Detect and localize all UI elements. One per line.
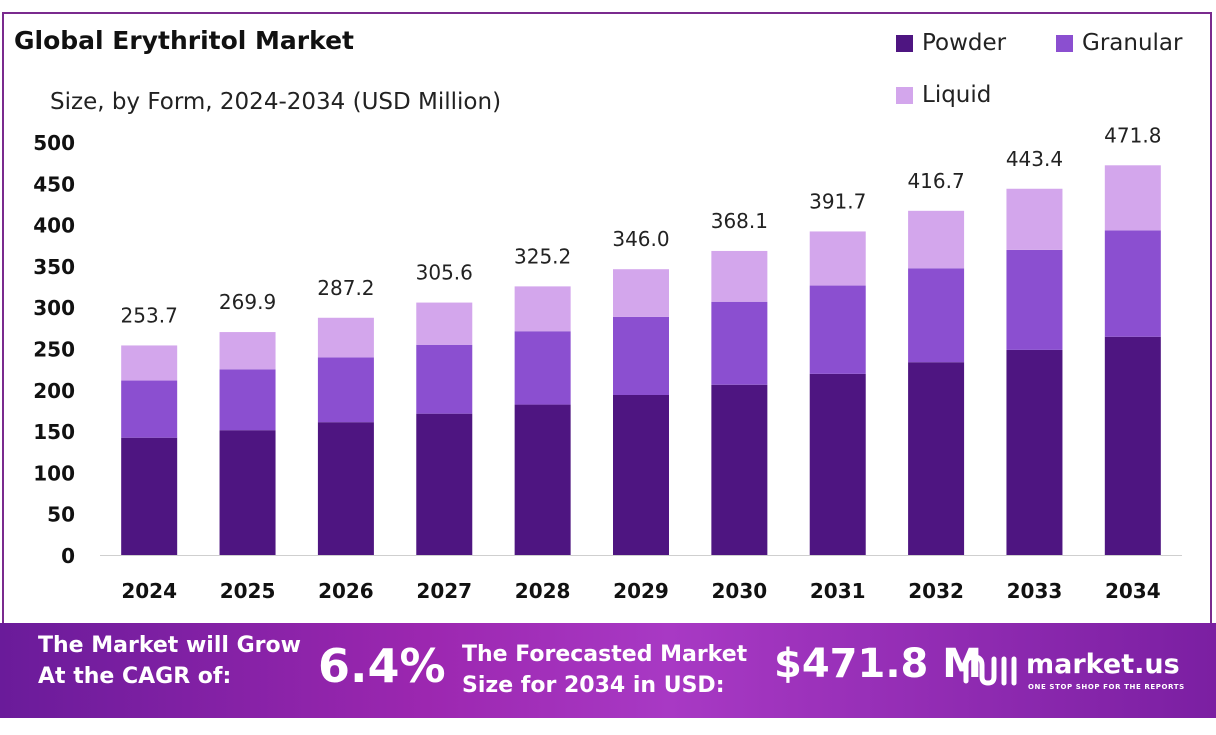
bar-segment-liquid [219, 332, 276, 370]
y-tick-label: 300 [33, 296, 75, 320]
bar-segment-liquid [1104, 165, 1161, 231]
legend-item-granular: Granular [1056, 30, 1182, 56]
bar-total-label: 416.7 [907, 169, 964, 193]
bar-segment-liquid [1006, 188, 1063, 250]
x-tick-label: 2029 [613, 579, 669, 603]
legend-label-granular: Granular [1082, 30, 1183, 56]
x-tick-label: 2031 [810, 579, 866, 603]
bar-segment-granular [514, 331, 571, 405]
stacked-bar-chart: 0 50 100 150 200 250 300 350 400 450 500 253.7 2024 2… [33, 123, 1182, 603]
x-tick-label: 2033 [1007, 579, 1063, 603]
bar-total-label: 391.7 [809, 189, 866, 213]
x-tick-label: 2030 [712, 579, 768, 603]
bar-total-label: 443.4 [1006, 147, 1063, 171]
y-tick-label: 100 [33, 461, 75, 485]
bar-segment-liquid [317, 317, 374, 358]
legend-label-liquid: Liquid [922, 82, 992, 108]
x-tick-label: 2027 [416, 579, 472, 603]
y-tick-label: 350 [33, 255, 75, 279]
bar-segment-powder [711, 384, 768, 555]
y-tick-label: 200 [33, 379, 75, 403]
bar-segment-granular [809, 285, 866, 374]
cagr-label: The Market will Grow At the CAGR of: [38, 630, 301, 692]
bar-total-label: 368.1 [711, 209, 768, 233]
forecast-value: $471.8 M [774, 641, 983, 687]
market-us-logo-icon [963, 654, 1017, 686]
bar-segment-liquid [121, 345, 178, 381]
x-tick-label: 2034 [1105, 579, 1161, 603]
cagr-label-line1: The Market will Grow [38, 633, 301, 658]
bar-segment-granular [317, 357, 374, 423]
bar-segment-liquid [711, 250, 768, 302]
forecast-label-line2: Size for 2034 in USD: [462, 673, 725, 698]
footer-banner: The Market will Grow At the CAGR of: 6.4… [0, 623, 1216, 718]
y-tick-label: 250 [33, 338, 75, 362]
bar-segment-liquid [416, 302, 473, 345]
bar-segment-powder [317, 422, 374, 555]
legend-item-liquid: Liquid [896, 82, 991, 108]
bar-segment-powder [809, 373, 866, 555]
bar-segment-liquid [908, 210, 965, 269]
bar-segment-powder [1104, 336, 1161, 555]
y-tick-label: 0 [61, 544, 75, 568]
x-tick-label: 2028 [515, 579, 571, 603]
cagr-label-line2: At the CAGR of: [38, 664, 232, 689]
bar-segment-granular [416, 344, 473, 414]
bar-segment-powder [613, 395, 669, 555]
bar-total-label: 287.2 [317, 276, 374, 300]
cagr-value: 6.4% [318, 639, 446, 693]
legend-item-powder: Powder [896, 30, 1006, 56]
bar-total-label: 471.8 [1104, 123, 1161, 147]
bar-segment-granular [1104, 230, 1161, 337]
bar-total-label: 325.2 [514, 244, 571, 268]
bar-total-label: 269.9 [219, 290, 276, 314]
x-tick-label: 2025 [220, 579, 276, 603]
logo-tagline: ONE STOP SHOP FOR THE REPORTS [1028, 683, 1185, 691]
y-tick-label: 50 [47, 503, 75, 527]
bar-total-label: 346.0 [612, 227, 669, 251]
chart-subtitle: Size, by Form, 2024-2034 (USD Million) [50, 89, 502, 115]
bar-segment-granular [1006, 249, 1063, 350]
chart-title: Global Erythritol Market [14, 26, 354, 55]
bar-segment-granular [613, 316, 669, 396]
legend-swatch-powder [896, 34, 913, 52]
legend-swatch-granular [1056, 34, 1073, 52]
bar-segment-powder [121, 437, 178, 555]
bar-segment-granular [711, 301, 768, 385]
bar-segment-liquid [514, 286, 571, 332]
bar-segment-powder [416, 413, 473, 555]
bar-total-label: 305.6 [416, 261, 473, 285]
legend-label-powder: Powder [922, 30, 1007, 56]
bar-segment-powder [219, 430, 276, 555]
bar-segment-powder [1006, 349, 1063, 555]
y-tick-label: 450 [33, 172, 75, 196]
y-tick-label: 150 [33, 420, 75, 444]
x-tick-label: 2024 [121, 579, 177, 603]
bar-segment-liquid [613, 269, 669, 317]
x-tick-label: 2026 [318, 579, 374, 603]
bar-segment-powder [908, 362, 965, 555]
logo-name: market.us [1026, 649, 1180, 680]
bar-segment-powder [514, 404, 571, 555]
bar-segment-granular [121, 380, 178, 438]
y-tick-label: 400 [33, 214, 75, 238]
bar-total-label: 253.7 [121, 303, 178, 327]
legend-swatch-liquid [896, 86, 913, 104]
forecast-label-line1: The Forecasted Market [462, 642, 748, 667]
bar-segment-liquid [809, 231, 866, 286]
bar-segment-granular [219, 369, 276, 431]
forecast-label: The Forecasted Market Size for 2034 in U… [462, 639, 747, 701]
bar-segment-granular [908, 268, 965, 363]
x-tick-label: 2032 [908, 579, 964, 603]
y-tick-label: 500 [33, 131, 75, 155]
